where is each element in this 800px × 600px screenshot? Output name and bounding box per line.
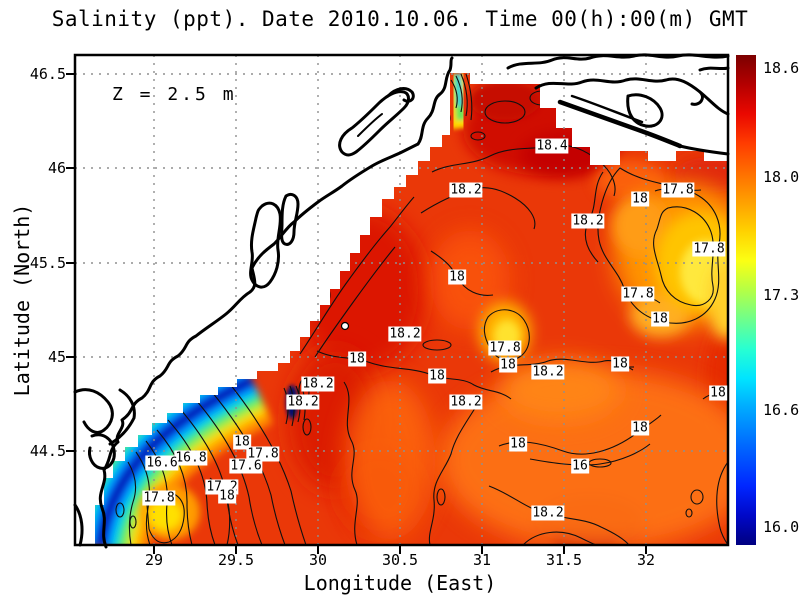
plot-box bbox=[73, 53, 730, 547]
plot-title: Salinity (ppt). Date 2010.10.06. Time 00… bbox=[51, 7, 749, 31]
axis-ticks bbox=[66, 73, 647, 554]
y-axis-label: Latitude (North) bbox=[10, 203, 34, 397]
salinity-field bbox=[95, 73, 728, 545]
depth-annotation: Z = 2.5 m bbox=[112, 84, 237, 105]
x-axis-label: Longitude (East) bbox=[303, 571, 497, 595]
colorbar bbox=[736, 55, 756, 545]
station-marker bbox=[340, 321, 350, 331]
coastline bbox=[73, 53, 730, 549]
